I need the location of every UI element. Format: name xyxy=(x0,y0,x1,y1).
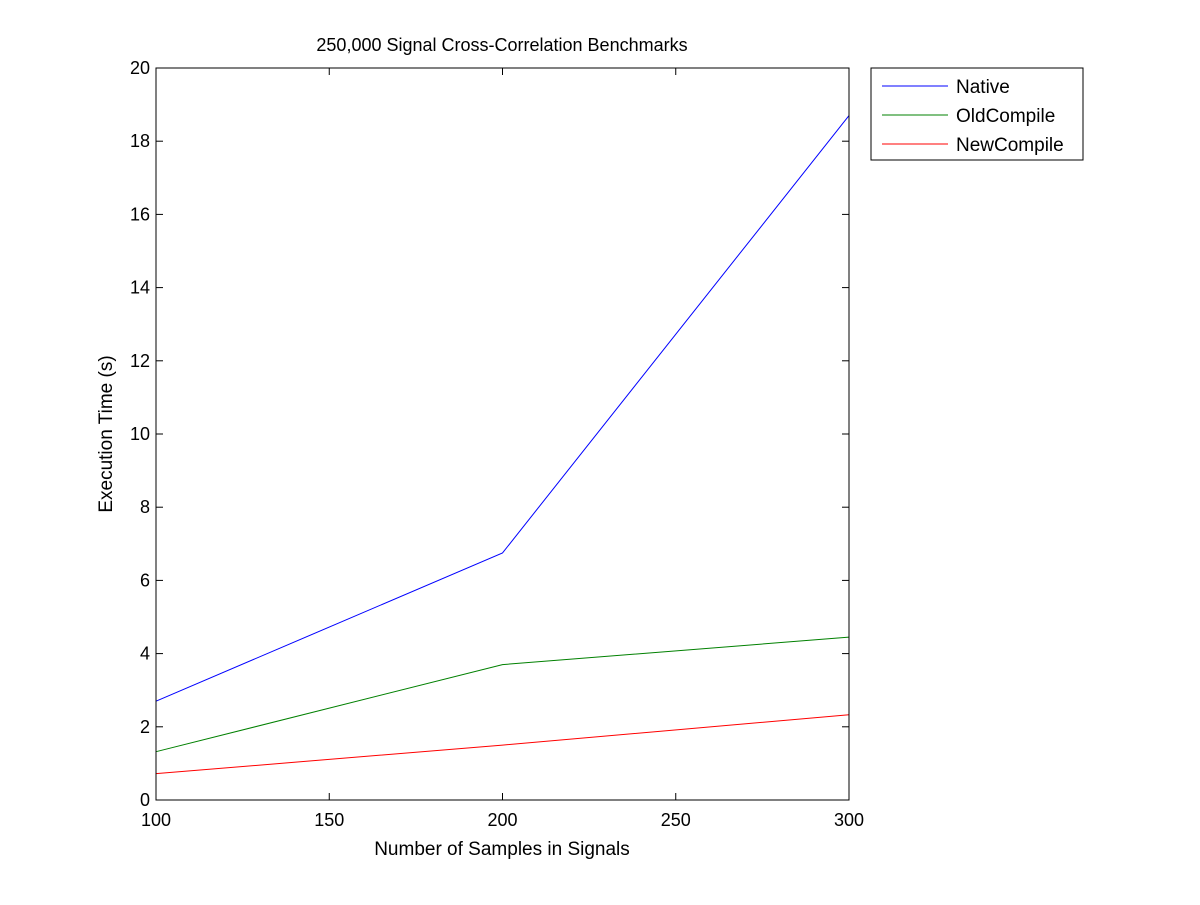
legend-label-oldcompile: OldCompile xyxy=(956,106,1055,127)
x-tick-label: 200 xyxy=(487,810,517,830)
y-tick-label: 14 xyxy=(130,278,150,298)
y-tick-label: 20 xyxy=(130,58,150,78)
x-tick-label: 250 xyxy=(661,810,691,830)
y-tick-label: 16 xyxy=(130,204,150,224)
series-line-oldcompile xyxy=(155,636,850,753)
x-tick-label: 150 xyxy=(314,810,344,830)
plot-area-frame xyxy=(155,67,850,801)
chart-title: 250,000 Signal Cross-Correlation Benchma… xyxy=(316,35,687,55)
y-tick-label: 8 xyxy=(140,497,150,517)
legend-box xyxy=(870,67,1084,161)
y-tick-label: 10 xyxy=(130,424,150,444)
y-tick-label: 12 xyxy=(130,351,150,371)
x-tick-label: 300 xyxy=(834,810,864,830)
x-axis-label: Number of Samples in Signals xyxy=(374,839,630,860)
legend-label-newcompile: NewCompile xyxy=(956,135,1064,156)
legend-label-native: Native xyxy=(956,77,1010,98)
legend-items: Native OldCompile NewCompile xyxy=(882,77,1064,156)
series-line-newcompile xyxy=(155,714,850,775)
y-tick-label: 18 xyxy=(130,131,150,151)
y-tick-label: 0 xyxy=(140,790,150,810)
legend: Native OldCompile NewCompile xyxy=(870,67,1084,161)
y-tick-label: 2 xyxy=(140,717,150,737)
series-line-native xyxy=(155,115,850,702)
y-tick-label: 6 xyxy=(140,570,150,590)
y-tick-label: 4 xyxy=(140,644,150,664)
y-axis-label: Execution Time (s) xyxy=(96,355,117,512)
ticks-layer: 100 150 200 250 300 0 2 4 6 8 10 12 14 16 18 20 xyxy=(130,58,864,830)
x-tick-label: 100 xyxy=(141,810,171,830)
series-layer xyxy=(155,115,850,775)
